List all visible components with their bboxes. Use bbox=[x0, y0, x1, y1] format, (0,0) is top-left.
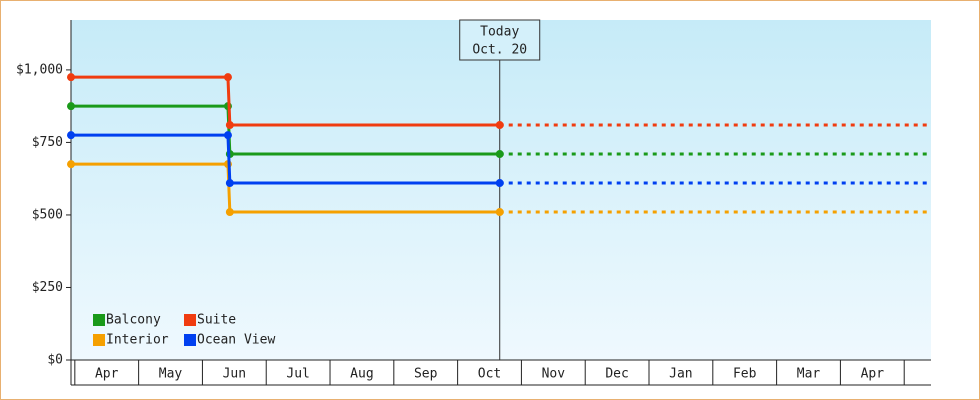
point bbox=[495, 121, 504, 130]
series-line bbox=[71, 133, 500, 185]
legend-label: Balcony bbox=[106, 313, 161, 328]
x-tick-label: Oct bbox=[478, 367, 501, 382]
series-line bbox=[71, 162, 500, 214]
x-tick-label: Apr bbox=[861, 367, 885, 382]
series-line bbox=[71, 75, 500, 127]
today-box bbox=[459, 19, 541, 61]
x-tick-label: Mar bbox=[797, 367, 821, 382]
point bbox=[225, 208, 234, 217]
legend-label: Interior bbox=[106, 333, 169, 348]
point bbox=[495, 208, 504, 217]
today-label: Oct. 20 bbox=[472, 43, 527, 58]
x-tick-label: May bbox=[159, 367, 183, 382]
point bbox=[225, 179, 234, 188]
x-tick-label: Dec bbox=[605, 367, 628, 382]
x-tick-label: Aug bbox=[350, 367, 373, 382]
legend-swatch bbox=[93, 334, 105, 346]
point bbox=[67, 73, 75, 82]
x-tick-label: Feb bbox=[733, 367, 757, 382]
point bbox=[223, 131, 232, 140]
point bbox=[225, 121, 234, 130]
legend-label: Suite bbox=[197, 313, 236, 328]
x-tick-label: Sep bbox=[414, 367, 438, 382]
series-line bbox=[71, 104, 500, 156]
point bbox=[67, 102, 75, 111]
x-tick-label: Jul bbox=[286, 367, 309, 382]
y-tick-label: $250 bbox=[32, 280, 63, 295]
today-label: Today bbox=[480, 25, 519, 40]
point bbox=[67, 160, 75, 169]
legend-swatch bbox=[93, 314, 105, 326]
legend-swatch bbox=[184, 334, 196, 346]
y-tick-label: $750 bbox=[32, 135, 63, 150]
point bbox=[223, 73, 232, 82]
legend-label: Ocean View bbox=[197, 333, 275, 348]
point bbox=[67, 131, 75, 140]
y-tick-label: $0 bbox=[47, 353, 63, 368]
y-tick-label: $500 bbox=[32, 207, 63, 222]
x-tick-label: Nov bbox=[542, 367, 566, 382]
y-tick-label: $1,000 bbox=[16, 62, 63, 77]
legend-swatch bbox=[184, 314, 196, 326]
x-tick-label: Apr bbox=[95, 367, 119, 382]
point bbox=[495, 150, 504, 159]
plot-area bbox=[71, 20, 931, 360]
point bbox=[495, 179, 504, 188]
x-tick-label: Jan bbox=[669, 367, 692, 382]
x-tick-label: Jun bbox=[223, 367, 246, 382]
